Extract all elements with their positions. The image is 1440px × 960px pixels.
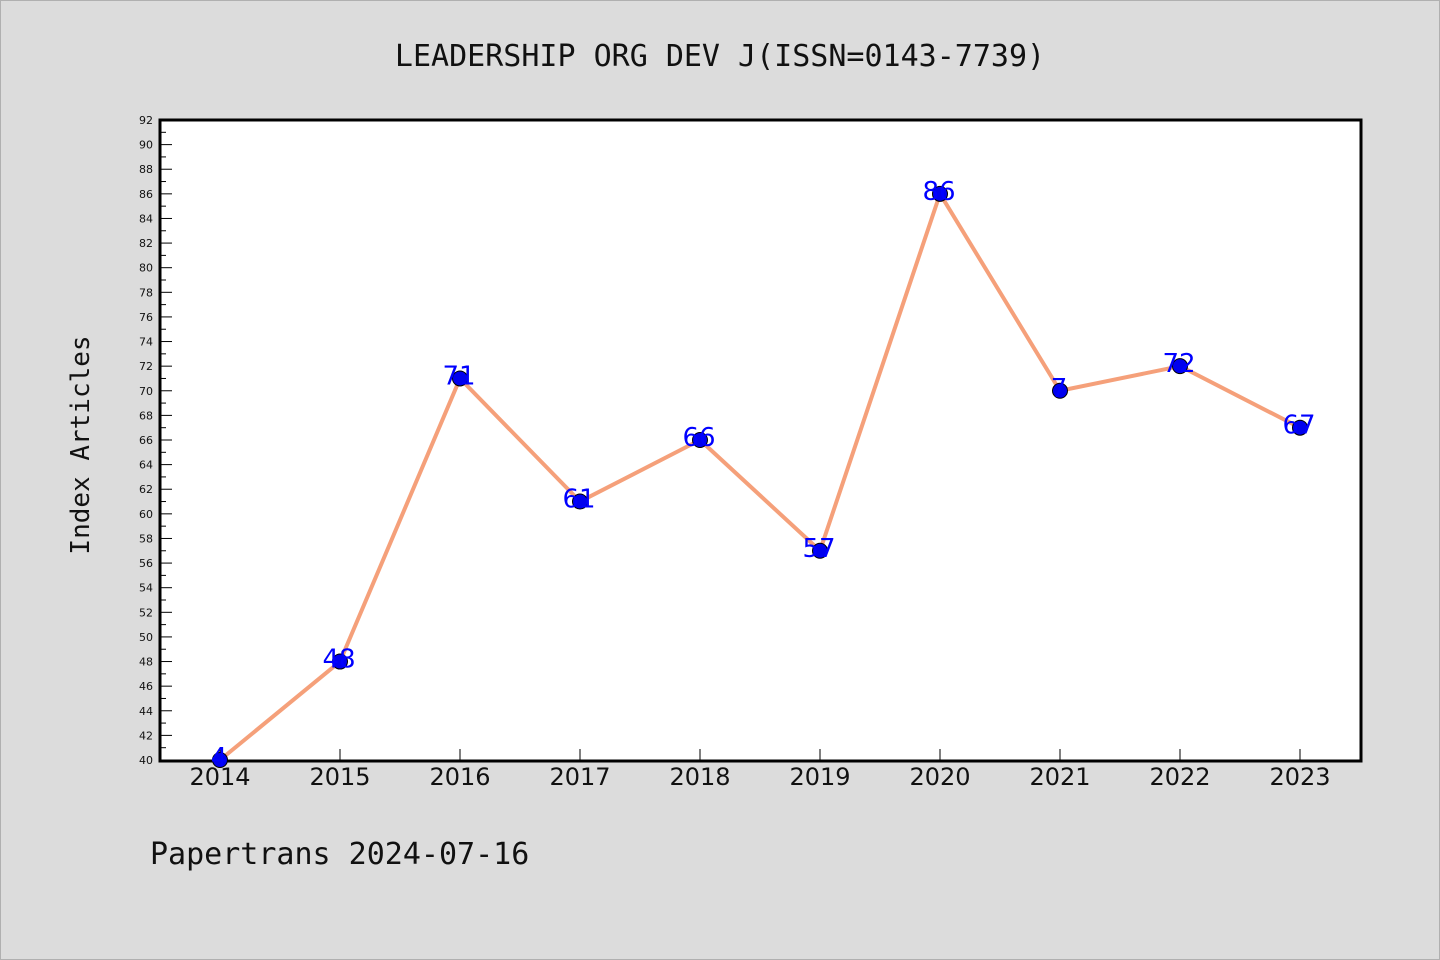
series-line xyxy=(218,191,1302,762)
y-tick-label: 40 xyxy=(139,754,153,767)
y-tick-label: 58 xyxy=(139,532,153,545)
y-tick-label: 52 xyxy=(139,606,153,619)
data-point xyxy=(1292,419,1308,436)
chart-title: LEADERSHIP ORG DEV J(ISSN=0143-7739) xyxy=(395,39,1045,74)
data-label: 86 xyxy=(922,177,955,207)
y-tick-label: 62 xyxy=(139,483,153,496)
data-label: 4 xyxy=(211,743,228,773)
plot-area xyxy=(158,118,1363,763)
x-tick-label: 2019 xyxy=(789,763,850,791)
y-tick-label: 70 xyxy=(139,385,153,398)
x-tick-label: 2020 xyxy=(909,763,970,791)
y-axis-tick-labels: 40 42 44 46 48 50 52 54 56 58 60 62 64 66 68 70 72 74 76 78… xyxy=(139,114,153,767)
y-tick-label: 56 xyxy=(139,557,153,570)
footer-source-date: Papertrans 2024-07-16 xyxy=(150,837,529,872)
x-tick-label: 2022 xyxy=(1149,763,1210,791)
x-tick-label: 2021 xyxy=(1029,763,1090,791)
y-axis-ticks xyxy=(160,119,172,761)
y-tick-label: 64 xyxy=(139,459,153,472)
y-tick-label: 88 xyxy=(139,163,153,176)
y-tick-label: 50 xyxy=(139,631,153,644)
data-label: 61 xyxy=(562,485,595,515)
x-axis-tick-labels: 2014 2015 2016 2017 2018 2019 2020 2021 2022 2023 xyxy=(189,763,1330,791)
data-point xyxy=(932,185,948,202)
x-tick-label: 2017 xyxy=(549,763,610,791)
data-point xyxy=(812,542,828,559)
y-tick-label: 82 xyxy=(139,237,153,250)
data-point xyxy=(1172,358,1188,375)
y-tick-label: 86 xyxy=(139,188,153,201)
y-tick-label: 78 xyxy=(139,286,153,299)
y-tick-label: 54 xyxy=(139,582,153,595)
y-tick-label: 48 xyxy=(139,656,153,669)
y-tick-label: 76 xyxy=(139,311,153,324)
y-tick-label: 72 xyxy=(139,360,153,373)
x-tick-label: 2018 xyxy=(669,763,730,791)
y-tick-label: 84 xyxy=(139,212,153,225)
data-point xyxy=(452,370,468,387)
data-label: 57 xyxy=(802,534,835,564)
y-tick-label: 68 xyxy=(139,409,153,422)
y-tick-label: 42 xyxy=(139,729,153,742)
data-label: 66 xyxy=(682,423,715,453)
y-tick-label: 46 xyxy=(139,680,153,693)
data-label: 72 xyxy=(1162,349,1195,379)
series-markers xyxy=(212,185,1308,768)
data-point xyxy=(1052,382,1068,399)
y-tick-label: 60 xyxy=(139,508,153,521)
y-axis-label: Index Articles xyxy=(66,335,96,554)
data-point xyxy=(692,432,708,448)
data-label: 48 xyxy=(322,645,355,675)
y-tick-label: 44 xyxy=(139,705,153,718)
y-tick-label: 74 xyxy=(139,336,153,349)
data-point xyxy=(212,752,228,768)
y-tick-label: 80 xyxy=(139,262,153,275)
data-label: 7 xyxy=(1051,374,1068,404)
data-label: 71 xyxy=(442,361,475,391)
y-tick-label: 90 xyxy=(139,139,153,152)
y-tick-label: 92 xyxy=(139,114,153,127)
data-labels: 4 48 71 61 66 57 86 7 72 67 xyxy=(211,177,1316,773)
x-tick-label: 2023 xyxy=(1269,763,1330,791)
x-tick-label: 2015 xyxy=(309,763,370,791)
y-tick-label: 66 xyxy=(139,434,153,447)
data-point xyxy=(332,653,348,670)
data-point xyxy=(572,493,588,510)
x-tick-label: 2016 xyxy=(429,763,490,791)
data-label: 67 xyxy=(1282,411,1315,441)
